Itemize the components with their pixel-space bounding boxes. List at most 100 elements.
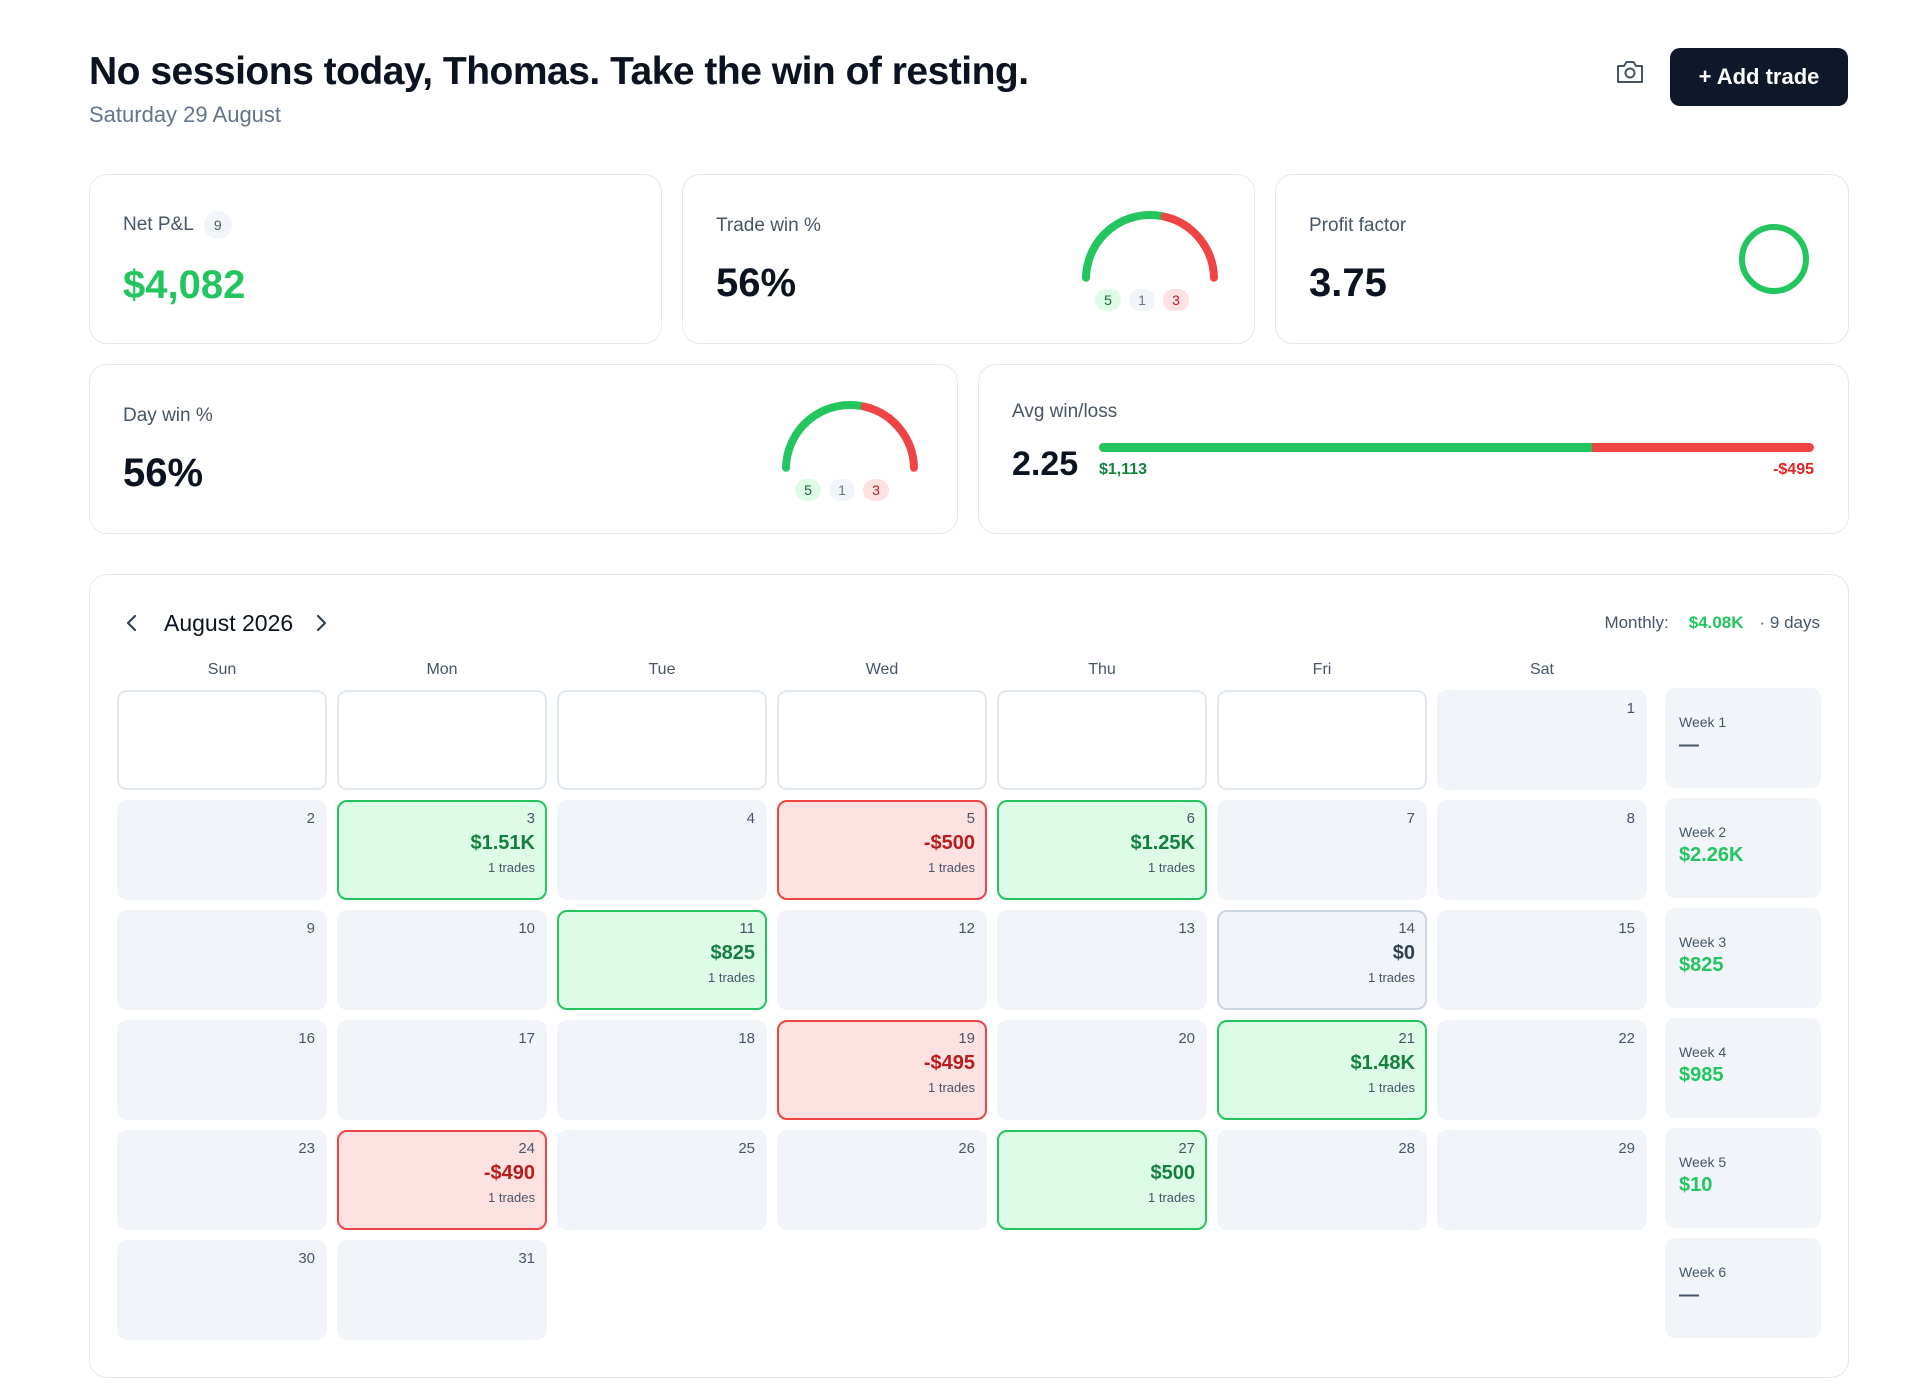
calendar-header: August 2026 Monthly: $4.08K · 9 days [118,603,1820,643]
day-cell-5[interactable]: 5 -$500 1 trades [777,800,987,900]
day-cell-6[interactable]: 6 $1.25K 1 trades [997,800,1207,900]
day-cell-8[interactable]: 8 [1437,800,1647,900]
day-number: 15 [1618,920,1635,937]
day-number: 7 [1406,810,1415,827]
day-win-breakdown: 5 1 3 [795,479,889,501]
weekday-label-fri: Fri [1312,661,1332,678]
day-cell-1[interactable]: 1 [1437,690,1647,790]
day-cell-18[interactable]: 18 [557,1020,767,1120]
day-cell-30[interactable]: 30 [117,1240,327,1340]
day-number: 3 [526,810,535,827]
day-number: 2 [306,810,315,827]
net-pnl-value: $4,082 [123,263,246,307]
day-cell-3[interactable]: 3 $1.51K 1 trades [337,800,547,900]
day-cell-2[interactable]: 2 [117,800,327,900]
week-pnl: $985 [1679,1064,1724,1086]
week-pnl: $2.26K [1679,844,1744,866]
day-pnl: $1.51K [470,832,536,854]
day-cell-16[interactable]: 16 [117,1020,327,1120]
weekday-label-mon: Mon [426,661,458,678]
day-cell-29[interactable]: 29 [1437,1130,1647,1230]
losses-pill: 3 [1163,289,1189,311]
day-number: 4 [746,810,755,827]
day-trade-count: 1 trades [1148,1190,1195,1205]
empty-day-cell [997,690,1207,790]
week-label: Week 6 [1679,1264,1727,1280]
day-cell-4[interactable]: 4 [557,800,767,900]
week-summary-3[interactable]: Week 3 $825 [1665,908,1821,1008]
week-pnl: $825 [1679,954,1724,976]
day-cell-12[interactable]: 12 [777,910,987,1010]
day-win-label: Day win % [123,405,213,426]
losses-pill: 3 [863,479,889,501]
day-number: 5 [966,810,975,827]
week-label: Week 1 [1679,714,1727,730]
monthly-summary: Monthly: $4.08K · 9 days [1604,613,1820,633]
day-number: 28 [1398,1140,1415,1157]
avg-win-loss-label: Avg win/loss [1012,401,1118,422]
breakeven-pill: 1 [1129,289,1155,311]
trade-win-value: 56% [716,261,797,305]
day-cell-20[interactable]: 20 [997,1020,1207,1120]
next-month-button[interactable] [307,609,335,637]
week-summary-4[interactable]: Week 4 $985 [1665,1018,1821,1118]
day-cell-31[interactable]: 31 [337,1240,547,1340]
day-cell-25[interactable]: 25 [557,1130,767,1230]
gauge-loss-arc [860,402,918,472]
empty-day-cell [117,690,327,790]
day-cell-21[interactable]: 21 $1.48K 1 trades [1217,1020,1427,1120]
win-loss-ratio-bar [1099,443,1814,452]
day-trade-count: 1 trades [488,860,535,875]
day-cell-7[interactable]: 7 [1217,800,1427,900]
monthly-value: $4.08K [1688,613,1744,632]
avg-win-bar-segment [1099,443,1593,452]
empty-day-cell [337,690,547,790]
pnl-calendar: August 2026 Monthly: $4.08K · 9 days Sun… [89,574,1849,1378]
day-cell-15[interactable]: 15 [1437,910,1647,1010]
day-number: 12 [958,920,975,937]
day-cell-22[interactable]: 22 [1437,1020,1647,1120]
trade-win-label: Trade win % [716,215,821,236]
week-label: Week 3 [1679,934,1727,950]
day-trade-count: 1 trades [708,970,755,985]
chevron-right-icon [317,614,327,632]
screenshot-button[interactable] [1612,54,1648,90]
previous-month-button[interactable] [118,609,146,637]
gauge-win-arc [1082,211,1166,282]
empty-day-cell [1217,690,1427,790]
day-cell-26[interactable]: 26 [777,1130,987,1230]
day-trade-count: 1 trades [488,1190,535,1205]
profit-factor-ring [1739,224,1809,294]
gauge-win-arc [782,401,866,472]
week-summary-6[interactable]: Week 6 — [1665,1238,1821,1338]
day-cell-27[interactable]: 27 $500 1 trades [997,1130,1207,1230]
weekday-label-sun: Sun [207,661,237,678]
day-win-value: 56% [123,451,204,495]
day-cell-9[interactable]: 9 [117,910,327,1010]
day-pnl: $1.48K [1350,1052,1416,1074]
day-cell-10[interactable]: 10 [337,910,547,1010]
day-cell-17[interactable]: 17 [337,1020,547,1120]
day-cell-24[interactable]: 24 -$490 1 trades [337,1130,547,1230]
day-cell-28[interactable]: 28 [1217,1130,1427,1230]
weekday-label-thu: Thu [1088,661,1116,678]
trade-count-badge: 9 [203,211,232,239]
chevron-left-icon [126,614,137,632]
day-number: 27 [1178,1140,1195,1157]
trading-days-count: · 9 days [1759,613,1820,632]
day-number: 1 [1626,700,1635,717]
monthly-label: Monthly: [1604,613,1669,632]
page-header: No sessions today, Thomas. Take the win … [89,48,1848,138]
day-number: 20 [1178,1030,1195,1047]
day-cell-13[interactable]: 13 [997,910,1207,1010]
day-cell-11[interactable]: 11 $825 1 trades [557,910,767,1010]
camera-icon [1617,61,1643,83]
day-cell-19[interactable]: 19 -$495 1 trades [777,1020,987,1120]
week-summary-2[interactable]: Week 2 $2.26K [1665,798,1821,898]
day-cell-23[interactable]: 23 [117,1130,327,1230]
add-trade-button[interactable]: + Add trade [1670,48,1848,106]
profit-factor-card: Profit factor 3.75 [1275,174,1849,344]
week-summary-5[interactable]: Week 5 $10 [1665,1128,1821,1228]
day-cell-14[interactable]: 14 $0 1 trades [1217,910,1427,1010]
week-summary-1[interactable]: Week 1 — [1665,688,1821,788]
